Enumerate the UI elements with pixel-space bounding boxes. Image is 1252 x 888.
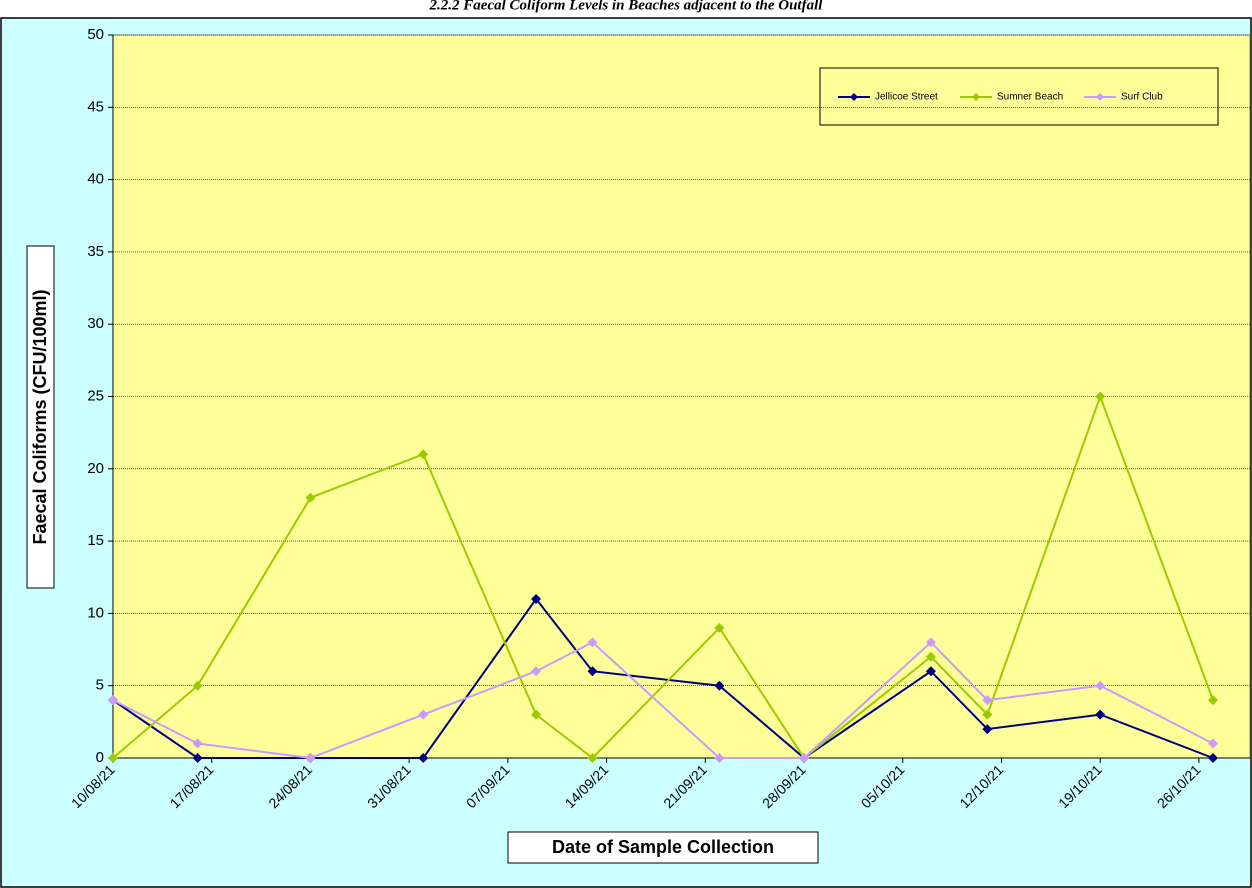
data-point (799, 753, 810, 763)
y-label-box (26, 245, 55, 589)
data-point (108, 695, 118, 706)
data-point (1095, 391, 1106, 402)
series-line (112, 597, 1214, 760)
data-point (1208, 738, 1218, 749)
y-tick-label: 0 (96, 749, 104, 766)
y-tick-label: 45 (87, 98, 104, 115)
legend-marker (972, 93, 980, 101)
legend-label: Surf Club (1121, 92, 1163, 103)
y-tick-label: 15 (87, 532, 104, 549)
data-point (1208, 695, 1218, 706)
data-point (982, 709, 993, 720)
y-tick-label: 30 (87, 315, 104, 332)
y-tick-label: 35 (87, 243, 104, 260)
legend-marker (850, 93, 858, 101)
legend-label: Jellicoe Street (875, 92, 938, 103)
data-point (587, 637, 598, 648)
data-point (925, 637, 936, 648)
data-point (1095, 709, 1106, 720)
data-point (1095, 680, 1106, 691)
data-point (587, 666, 598, 677)
data-point (531, 666, 542, 677)
data-point (418, 449, 429, 460)
legend (819, 67, 1219, 126)
legend-label: Sumner Beach (997, 92, 1063, 103)
series-line (112, 393, 1214, 760)
series-line (112, 640, 1214, 760)
data-point (192, 680, 203, 691)
chart-title: 2.2.2 Faecal Coliform Levels in Beaches … (429, 0, 824, 13)
y-tick-label: 40 (87, 171, 104, 188)
data-point (925, 651, 936, 662)
data-point (1208, 753, 1218, 763)
y-tick-label: 10 (87, 604, 104, 621)
data-point (192, 738, 203, 749)
data-point (714, 753, 725, 763)
data-point (418, 709, 429, 720)
data-point (714, 680, 725, 691)
data-point (305, 492, 316, 503)
data-point (305, 753, 316, 763)
data-point (587, 753, 598, 763)
legend-marker (1096, 93, 1104, 101)
data-point (982, 724, 993, 735)
data-point (714, 622, 725, 633)
y-tick-label: 50 (87, 26, 104, 43)
y-tick-label: 20 (87, 460, 104, 477)
data-point (982, 695, 993, 706)
data-point (925, 666, 936, 677)
y-axis-label: Faecal Coliforms (CFU/100ml) (30, 289, 50, 544)
x-axis-label: Date of Sample Collection (552, 837, 774, 857)
data-point (192, 753, 203, 763)
y-tick-label: 5 (96, 677, 104, 694)
x-label-box (507, 831, 819, 864)
data-point (531, 593, 542, 604)
data-point (531, 709, 542, 720)
data-point (108, 753, 118, 763)
data-point (418, 753, 429, 763)
y-tick-label: 25 (87, 387, 104, 404)
